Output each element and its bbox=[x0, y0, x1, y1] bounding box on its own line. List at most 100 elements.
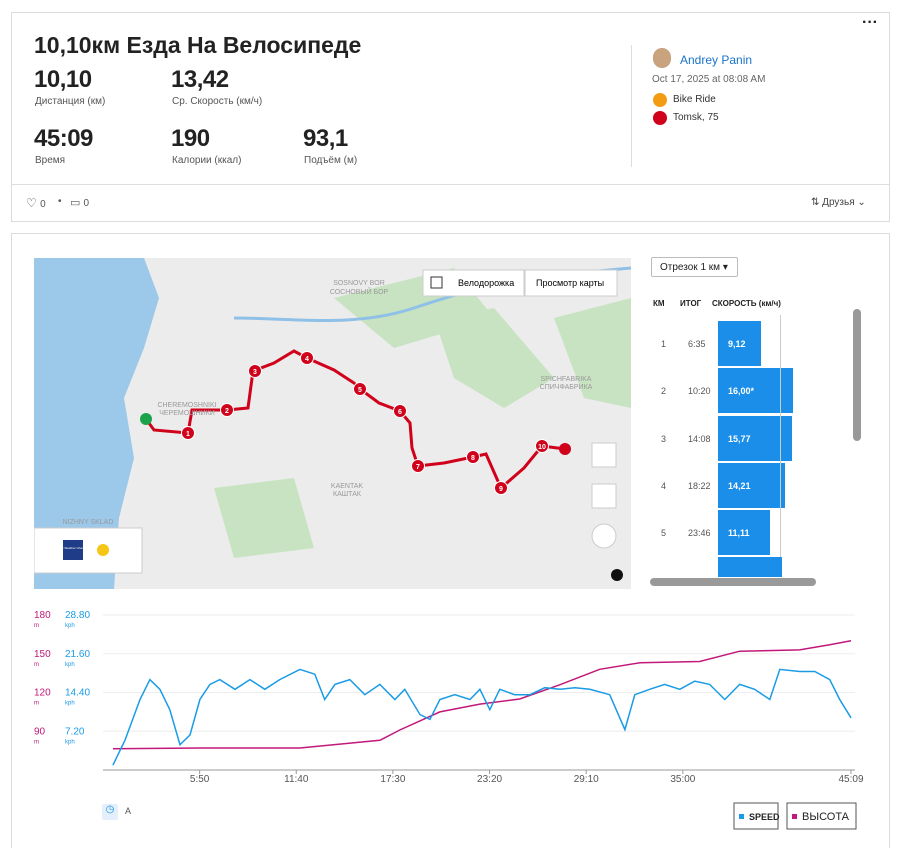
series-line bbox=[112, 668, 852, 766]
y-tick-label: 21.60 bbox=[65, 649, 90, 660]
separator: • bbox=[58, 196, 62, 207]
route-marker bbox=[393, 404, 407, 418]
checkbox[interactable] bbox=[430, 276, 443, 289]
y-unit: kph bbox=[65, 662, 75, 668]
route-marker-label: 2 bbox=[225, 408, 229, 415]
x-tick-label: 17:30 bbox=[380, 774, 405, 785]
split-speed: 11,11 bbox=[728, 528, 750, 539]
split-km: 1 bbox=[661, 339, 667, 349]
y2-tick-label: 120 bbox=[34, 688, 51, 699]
like-count: 0 bbox=[40, 199, 46, 210]
menu-button[interactable]: ··· bbox=[862, 14, 878, 31]
location-icon bbox=[653, 111, 667, 125]
column-header: КМ bbox=[653, 299, 665, 308]
start-marker bbox=[140, 413, 152, 425]
split-time: 6:35 bbox=[688, 339, 706, 349]
park bbox=[214, 478, 314, 558]
weather-box bbox=[34, 527, 143, 574]
route-marker-label: 7 bbox=[416, 464, 420, 471]
route-marker bbox=[353, 382, 367, 396]
place-label: SPICHFABRIKA bbox=[541, 376, 592, 383]
route-marker-label: 3 bbox=[253, 369, 257, 376]
stat-value: 13,42 bbox=[171, 66, 229, 93]
finish-marker bbox=[559, 443, 571, 455]
column-header: СКОРОСТЬ (км/ч) bbox=[712, 299, 781, 308]
route-marker-label: 5 bbox=[358, 387, 362, 394]
place-label: NIZHNY SKLAD bbox=[63, 519, 114, 526]
x-tick-label: 23:20 bbox=[477, 774, 502, 785]
x-tick-label: 5:50 bbox=[190, 774, 210, 785]
series-line bbox=[112, 640, 852, 750]
split-bar bbox=[718, 321, 761, 366]
avatar bbox=[653, 48, 671, 68]
stat-label: Калории (ккал) bbox=[172, 155, 242, 166]
scrollbar[interactable] bbox=[853, 309, 861, 441]
route-marker bbox=[220, 403, 234, 417]
place-label: KAENTAK bbox=[331, 483, 363, 490]
route-marker-label: 10 bbox=[538, 444, 546, 451]
stat-label: Дистанция (км) bbox=[35, 96, 106, 107]
river bbox=[34, 258, 159, 589]
route-marker-label: 4 bbox=[305, 356, 309, 363]
legend-button[interactable] bbox=[786, 802, 857, 830]
visibility: Друзья bbox=[822, 197, 855, 208]
x-tick-label: 29:10 bbox=[574, 774, 599, 785]
comment-count: 0 bbox=[83, 198, 90, 209]
scrollbar[interactable] bbox=[650, 578, 816, 586]
y-unit: kph bbox=[65, 739, 75, 745]
stat-label: Подъём (м) bbox=[304, 155, 358, 166]
comment-button[interactable]: ▭ 0 bbox=[70, 197, 90, 209]
y2-unit: m bbox=[34, 739, 39, 745]
stat-label: Время bbox=[35, 155, 66, 166]
activity-type: Bike Ride bbox=[673, 94, 716, 105]
park bbox=[554, 298, 631, 408]
route-marker bbox=[466, 450, 480, 464]
visibility-button[interactable]: ⇅ Друзья ⌄ bbox=[811, 197, 866, 208]
map[interactable]: SOSNOVY BOR СОСНОВЫЙ БОР CHEREMOSHNIKI Ч… bbox=[34, 258, 631, 589]
route-marker bbox=[535, 439, 549, 453]
split-km: 3 bbox=[661, 433, 667, 444]
split-speed: 14,21 bbox=[728, 480, 751, 491]
stat-value: 93,1 bbox=[303, 125, 348, 152]
author-name[interactable]: Andrey Panin bbox=[680, 53, 753, 67]
map-view-label: Просмотр карты bbox=[536, 278, 604, 288]
fullscreen-button[interactable] bbox=[591, 442, 617, 468]
weather-brand: The Weather Channel bbox=[58, 546, 88, 550]
y2-unit: m bbox=[34, 701, 39, 707]
split-time: 18:22 bbox=[688, 480, 711, 491]
route-marker bbox=[300, 351, 314, 365]
y-unit: kph bbox=[65, 701, 75, 707]
y-tick-label: 28.80 bbox=[65, 610, 90, 621]
time-axis-toggle[interactable]: ◷ bbox=[102, 804, 118, 820]
weather-logo bbox=[63, 540, 83, 560]
route-marker bbox=[248, 364, 262, 378]
route-marker-label: 9 bbox=[499, 486, 503, 493]
map-view-button[interactable] bbox=[524, 269, 618, 297]
info-button[interactable] bbox=[611, 569, 623, 581]
y-tick-label: 7.20 bbox=[65, 726, 85, 737]
distance-axis-toggle[interactable]: A bbox=[125, 806, 132, 816]
pan-button[interactable] bbox=[591, 523, 617, 549]
average-line bbox=[780, 315, 781, 577]
split-time: 14:08 bbox=[688, 433, 711, 444]
stat-value: 45:09 bbox=[34, 125, 93, 152]
stat-value: 190 bbox=[171, 125, 210, 152]
location: Tomsk, 75 bbox=[673, 112, 719, 123]
split-km: 5 bbox=[661, 528, 667, 539]
split-bar bbox=[718, 510, 770, 556]
activity-icon bbox=[653, 93, 667, 107]
split-selector[interactable]: Отрезок 1 км ▾ bbox=[651, 257, 738, 277]
stat-label: Ср. Скорость (км/ч) bbox=[172, 96, 263, 107]
like-button[interactable]: ♡ 0 bbox=[26, 196, 46, 210]
place-label: КАШТАК bbox=[333, 491, 362, 498]
bike-lanes-label: Велодорожка bbox=[458, 278, 514, 288]
legend-label: ВЫСОТА bbox=[802, 811, 850, 823]
legend-label: SPEED bbox=[749, 812, 780, 822]
divider bbox=[631, 45, 632, 167]
split-bar bbox=[718, 462, 785, 508]
x-tick-label: 35:00 bbox=[670, 774, 695, 785]
recenter-button[interactable] bbox=[591, 483, 617, 509]
place-label: СОСНОВЫЙ БОР bbox=[330, 287, 389, 296]
column-header: ИТОГ bbox=[680, 299, 702, 308]
activity-title: 10,10км Езда На Велосипеде bbox=[34, 32, 362, 58]
